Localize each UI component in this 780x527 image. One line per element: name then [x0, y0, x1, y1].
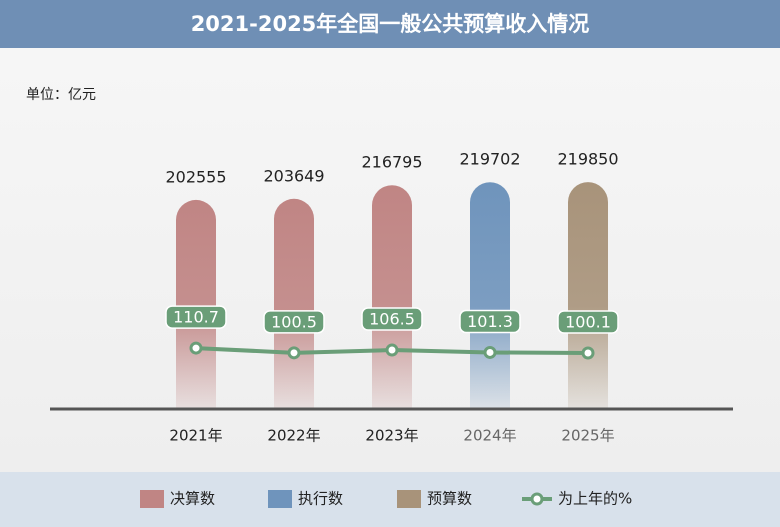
value-label: 100.5: [271, 312, 317, 331]
line-point: [385, 343, 399, 357]
label-box: [361, 307, 423, 331]
value-label: 110.7: [173, 308, 219, 327]
unit-label: 单位：亿元: [26, 87, 96, 103]
bar: [568, 182, 608, 409]
x-tick-label: 2025年: [561, 427, 614, 445]
value-label: 219702: [459, 150, 520, 169]
value-label: 216795: [361, 153, 422, 172]
legend-label: 预算数: [427, 490, 472, 508]
label-box: [263, 310, 325, 334]
bar: [372, 185, 412, 409]
legend-swatch: [397, 490, 421, 508]
value-label: 101.3: [467, 312, 513, 331]
title-bar: [0, 0, 780, 48]
line-point: [483, 345, 497, 359]
line-point: [189, 341, 203, 355]
value-label: 203649: [263, 166, 324, 185]
value-label: 106.5: [369, 310, 415, 329]
legend-label: 决算数: [170, 490, 215, 508]
bar: [470, 182, 510, 409]
legend-label: 执行数: [298, 490, 343, 508]
x-tick-label: 2023年: [365, 427, 418, 445]
value-label: 100.1: [565, 313, 611, 332]
x-tick-label: 2024年: [463, 427, 516, 445]
legend-label: 为上年的%: [558, 490, 632, 508]
line-point: [287, 346, 301, 360]
value-label: 219850: [557, 150, 618, 169]
chart-title: 2021-2025年全国一般公共预算收入情况: [191, 12, 590, 36]
label-box: [459, 309, 521, 334]
x-tick-label: 2022年: [267, 427, 320, 445]
value-label: 202555: [165, 167, 226, 186]
label-box: [557, 310, 619, 334]
x-tick-label: 2021年: [169, 427, 222, 445]
legend-swatch: [140, 490, 164, 508]
label-box: [165, 305, 227, 329]
bar: [274, 198, 314, 409]
line-point: [581, 346, 595, 360]
legend-swatch: [530, 492, 544, 506]
bar: [176, 199, 216, 409]
legend-swatch: [268, 490, 292, 508]
legend-band: [0, 472, 780, 527]
